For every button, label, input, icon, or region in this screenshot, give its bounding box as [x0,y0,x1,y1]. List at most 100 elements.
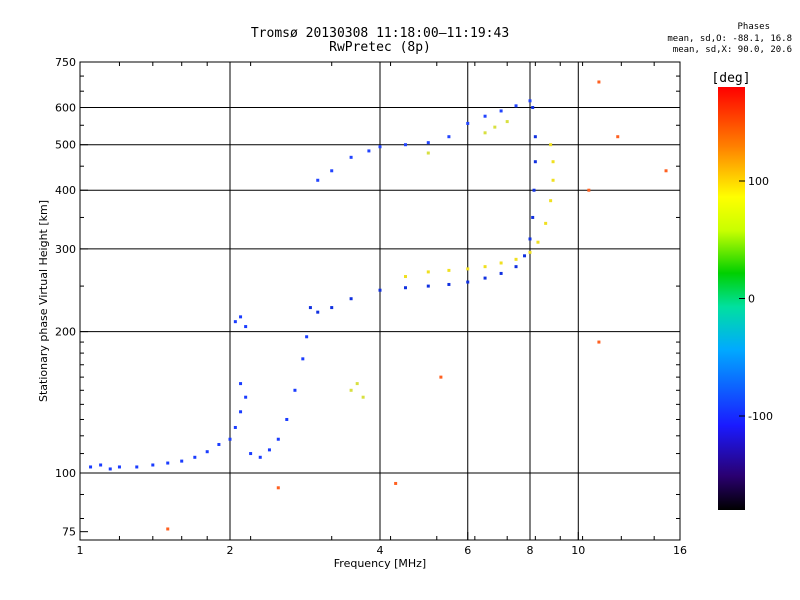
x-tick-label: 4 [377,544,384,557]
chart-title: Tromsø 20130308 11:18:00–11:19:43 [250,26,510,41]
colorbar-tick-label: 0 [748,293,755,306]
y-tick-label: 400 [55,184,76,197]
colorbar-label: [deg] [711,71,750,86]
data-point [528,237,532,241]
data-point [394,481,398,485]
data-point [349,388,353,392]
y-tick-labels: 75 100 200 300 400 500 600 750 [55,56,76,539]
data-point [355,382,359,386]
data-point [532,188,536,192]
data-point [258,455,262,459]
data-point [466,121,470,125]
data-point [447,268,451,272]
data-point [531,215,535,219]
data-point [378,288,382,292]
data-point [528,99,532,103]
data-point [426,141,430,145]
data-point [108,467,112,471]
data-point [239,410,243,414]
data-point [244,395,248,399]
data-point [349,155,353,159]
data-point [403,286,407,290]
colorbar-tick-label: 100 [748,175,769,188]
data-point [426,151,430,155]
data-point [533,160,537,164]
data-point [531,106,535,110]
data-point [483,114,487,118]
grid-lines [80,62,680,540]
data-point [514,257,518,261]
phase-info-title: Phases [737,22,770,32]
colorbar-ticks: 100 0 -100 [739,175,773,423]
phase-info-x: mean, sd,X: 90.0, 20.6 [672,45,792,55]
data-points [89,80,668,531]
data-point [205,450,209,454]
data-point [249,452,253,456]
data-point [166,461,170,465]
data-point [316,310,320,314]
data-point [447,135,451,139]
data-point [276,437,280,441]
data-point [403,143,407,147]
data-point [285,417,289,421]
series-group [166,80,668,531]
data-point [664,169,668,173]
y-tick-label: 100 [55,467,76,480]
data-point [551,178,555,182]
data-point [483,131,487,135]
data-point [239,315,243,319]
data-point [499,271,503,275]
data-point [99,463,103,467]
data-point [193,455,197,459]
data-point [180,459,184,463]
data-point [166,527,170,531]
data-point [151,463,155,467]
data-point [514,265,518,269]
data-point [499,261,503,265]
data-point [135,465,139,469]
data-point [239,382,243,386]
x-tick-label: 2 [227,544,234,557]
y-tick-label: 750 [55,56,76,69]
data-point [403,275,407,279]
x-tick-label: 16 [673,544,687,557]
data-point [514,104,518,108]
data-point [426,270,430,274]
data-point [276,486,280,490]
data-point [308,306,312,310]
data-point [447,282,451,286]
data-point [267,448,271,452]
y-tick-label: 75 [62,526,76,539]
series-group [308,106,537,314]
data-point [493,125,497,129]
data-point [499,109,503,113]
y-tick-label: 500 [55,139,76,152]
data-point [233,425,237,429]
data-point [244,325,248,329]
data-point [505,120,509,124]
y-tick-label: 600 [55,102,76,115]
series-group [349,120,509,399]
data-point [551,160,555,164]
data-point [89,465,93,469]
x-axis-label: Frequency [MHz] [334,557,426,570]
data-point [305,335,309,339]
x-tick-label: 1 [77,544,84,557]
data-point [367,149,371,153]
data-point [587,188,591,192]
data-point [466,280,470,284]
x-tick-label: 6 [464,544,471,557]
series-group [316,99,532,182]
data-point [439,375,443,379]
y-axis-label: Stationary phase Virtual Height [km] [37,200,50,402]
data-point [616,135,620,139]
data-point [233,320,237,324]
axis-ticks [79,61,681,540]
data-point [378,145,382,149]
data-point [301,357,305,361]
data-point [544,221,548,225]
x-tick-labels: 1 2 4 6 8 10 16 [77,544,688,557]
colorbar-tick-label: -100 [748,410,773,423]
x-tick-label: 10 [571,544,585,557]
